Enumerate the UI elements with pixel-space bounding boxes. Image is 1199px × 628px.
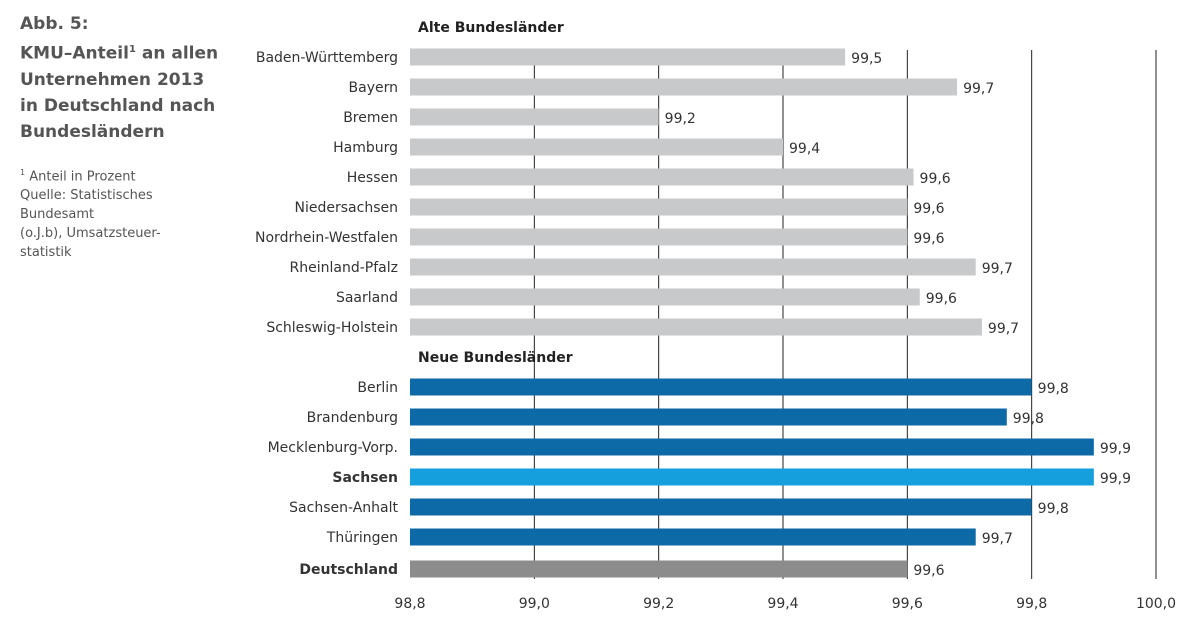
footnote-sup: 1 <box>20 167 26 177</box>
data-label: 99,7 <box>982 261 1013 277</box>
data-label: 99,8 <box>1038 381 1069 397</box>
bar <box>410 318 982 336</box>
data-label: 99,2 <box>665 111 696 127</box>
data-label: 99,8 <box>1038 501 1069 517</box>
category-label: Niedersachsen <box>295 200 398 216</box>
category-label: Sachsen-Anhalt <box>289 500 398 516</box>
data-label: 99,8 <box>1013 411 1044 427</box>
bar <box>410 258 976 276</box>
bar <box>410 528 976 546</box>
data-label: 99,9 <box>1100 471 1131 487</box>
x-tick-label: 99,4 <box>767 596 798 612</box>
group-title: Neue Bundesländer <box>418 350 573 366</box>
data-label: 99,6 <box>920 171 951 187</box>
x-tick-label: 99,8 <box>1016 596 1047 612</box>
footnote-text: Anteil in Prozent <box>25 168 136 184</box>
bar <box>410 138 783 156</box>
source-line: statistik <box>20 244 72 260</box>
category-label: Berlin <box>357 380 398 396</box>
bar <box>410 78 958 96</box>
figure-title-rest: an allen <box>135 43 219 64</box>
category-label: Nordrhein-Westfalen <box>255 230 398 246</box>
category-label: Brandenburg <box>307 410 398 426</box>
footnote: 1 Anteil in Prozent <box>20 163 230 186</box>
category-label: Bayern <box>349 80 398 96</box>
data-label: 99,5 <box>851 51 882 67</box>
category-label: Mecklenburg-Vorp. <box>268 440 398 456</box>
x-tick-label: 99,2 <box>643 596 674 612</box>
data-label: 99,6 <box>926 291 957 307</box>
figure-title-line2: Unternehmen 2013 <box>20 69 205 90</box>
bar <box>410 108 659 126</box>
bar <box>410 438 1094 456</box>
source-line: Bundesamt <box>20 206 95 222</box>
bar <box>410 468 1094 486</box>
data-label: 99,7 <box>988 321 1019 337</box>
figure-label: Abb. 5: <box>20 14 89 34</box>
bar <box>410 198 908 216</box>
source-line: Quelle: Statistisches <box>20 187 153 203</box>
category-label: Saarland <box>336 290 398 306</box>
bar <box>410 378 1032 396</box>
bar <box>410 498 1032 516</box>
group-title: Alte Bundesländer <box>418 20 564 36</box>
category-label: Hessen <box>347 170 398 186</box>
category-label: Deutschland <box>299 562 398 578</box>
category-label: Rheinland-Pfalz <box>290 260 398 276</box>
category-label: Hamburg <box>333 140 398 156</box>
bar <box>410 48 846 66</box>
x-tick-label: 98,8 <box>394 596 425 612</box>
data-label: 99,6 <box>913 563 944 579</box>
x-tick-label: 100,0 <box>1136 596 1176 612</box>
category-label: Thüringen <box>326 530 398 546</box>
x-tick-label: 99,6 <box>892 596 923 612</box>
data-label: 99,9 <box>1100 441 1131 457</box>
bar <box>410 228 908 246</box>
figure-title: KMU–Anteil1 an allen Unternehmen 2013 in… <box>20 37 230 145</box>
category-label: Baden-Württemberg <box>256 50 398 66</box>
bar <box>410 560 908 578</box>
figure-title-sup: 1 <box>128 44 136 55</box>
figure-title-line3: in Deutschland nach <box>20 95 216 116</box>
figure-title-line4: Bundesländern <box>20 121 165 142</box>
bar <box>410 288 920 306</box>
source-line: (o.J.b), Umsatzsteuer- <box>20 225 161 241</box>
category-label: Schleswig-Holstein <box>266 320 398 336</box>
figure-title-pre: KMU–Anteil <box>20 43 129 64</box>
data-label: 99,7 <box>982 531 1013 547</box>
data-label: 99,6 <box>913 231 944 247</box>
data-label: 99,4 <box>789 141 820 157</box>
bar <box>410 168 914 186</box>
x-tick-label: 99,0 <box>519 596 550 612</box>
figure-notes: 1 Anteil in Prozent Quelle: Statistische… <box>20 163 230 262</box>
bar <box>410 408 1007 426</box>
category-label: Sachsen <box>332 470 398 486</box>
figure-title-line1: KMU–Anteil1 an allen <box>20 37 230 67</box>
figure-caption: Abb. 5: KMU–Anteil1 an allen Unternehmen… <box>20 11 230 262</box>
category-label: Bremen <box>343 110 398 126</box>
data-label: 99,6 <box>913 201 944 217</box>
data-label: 99,7 <box>963 81 994 97</box>
